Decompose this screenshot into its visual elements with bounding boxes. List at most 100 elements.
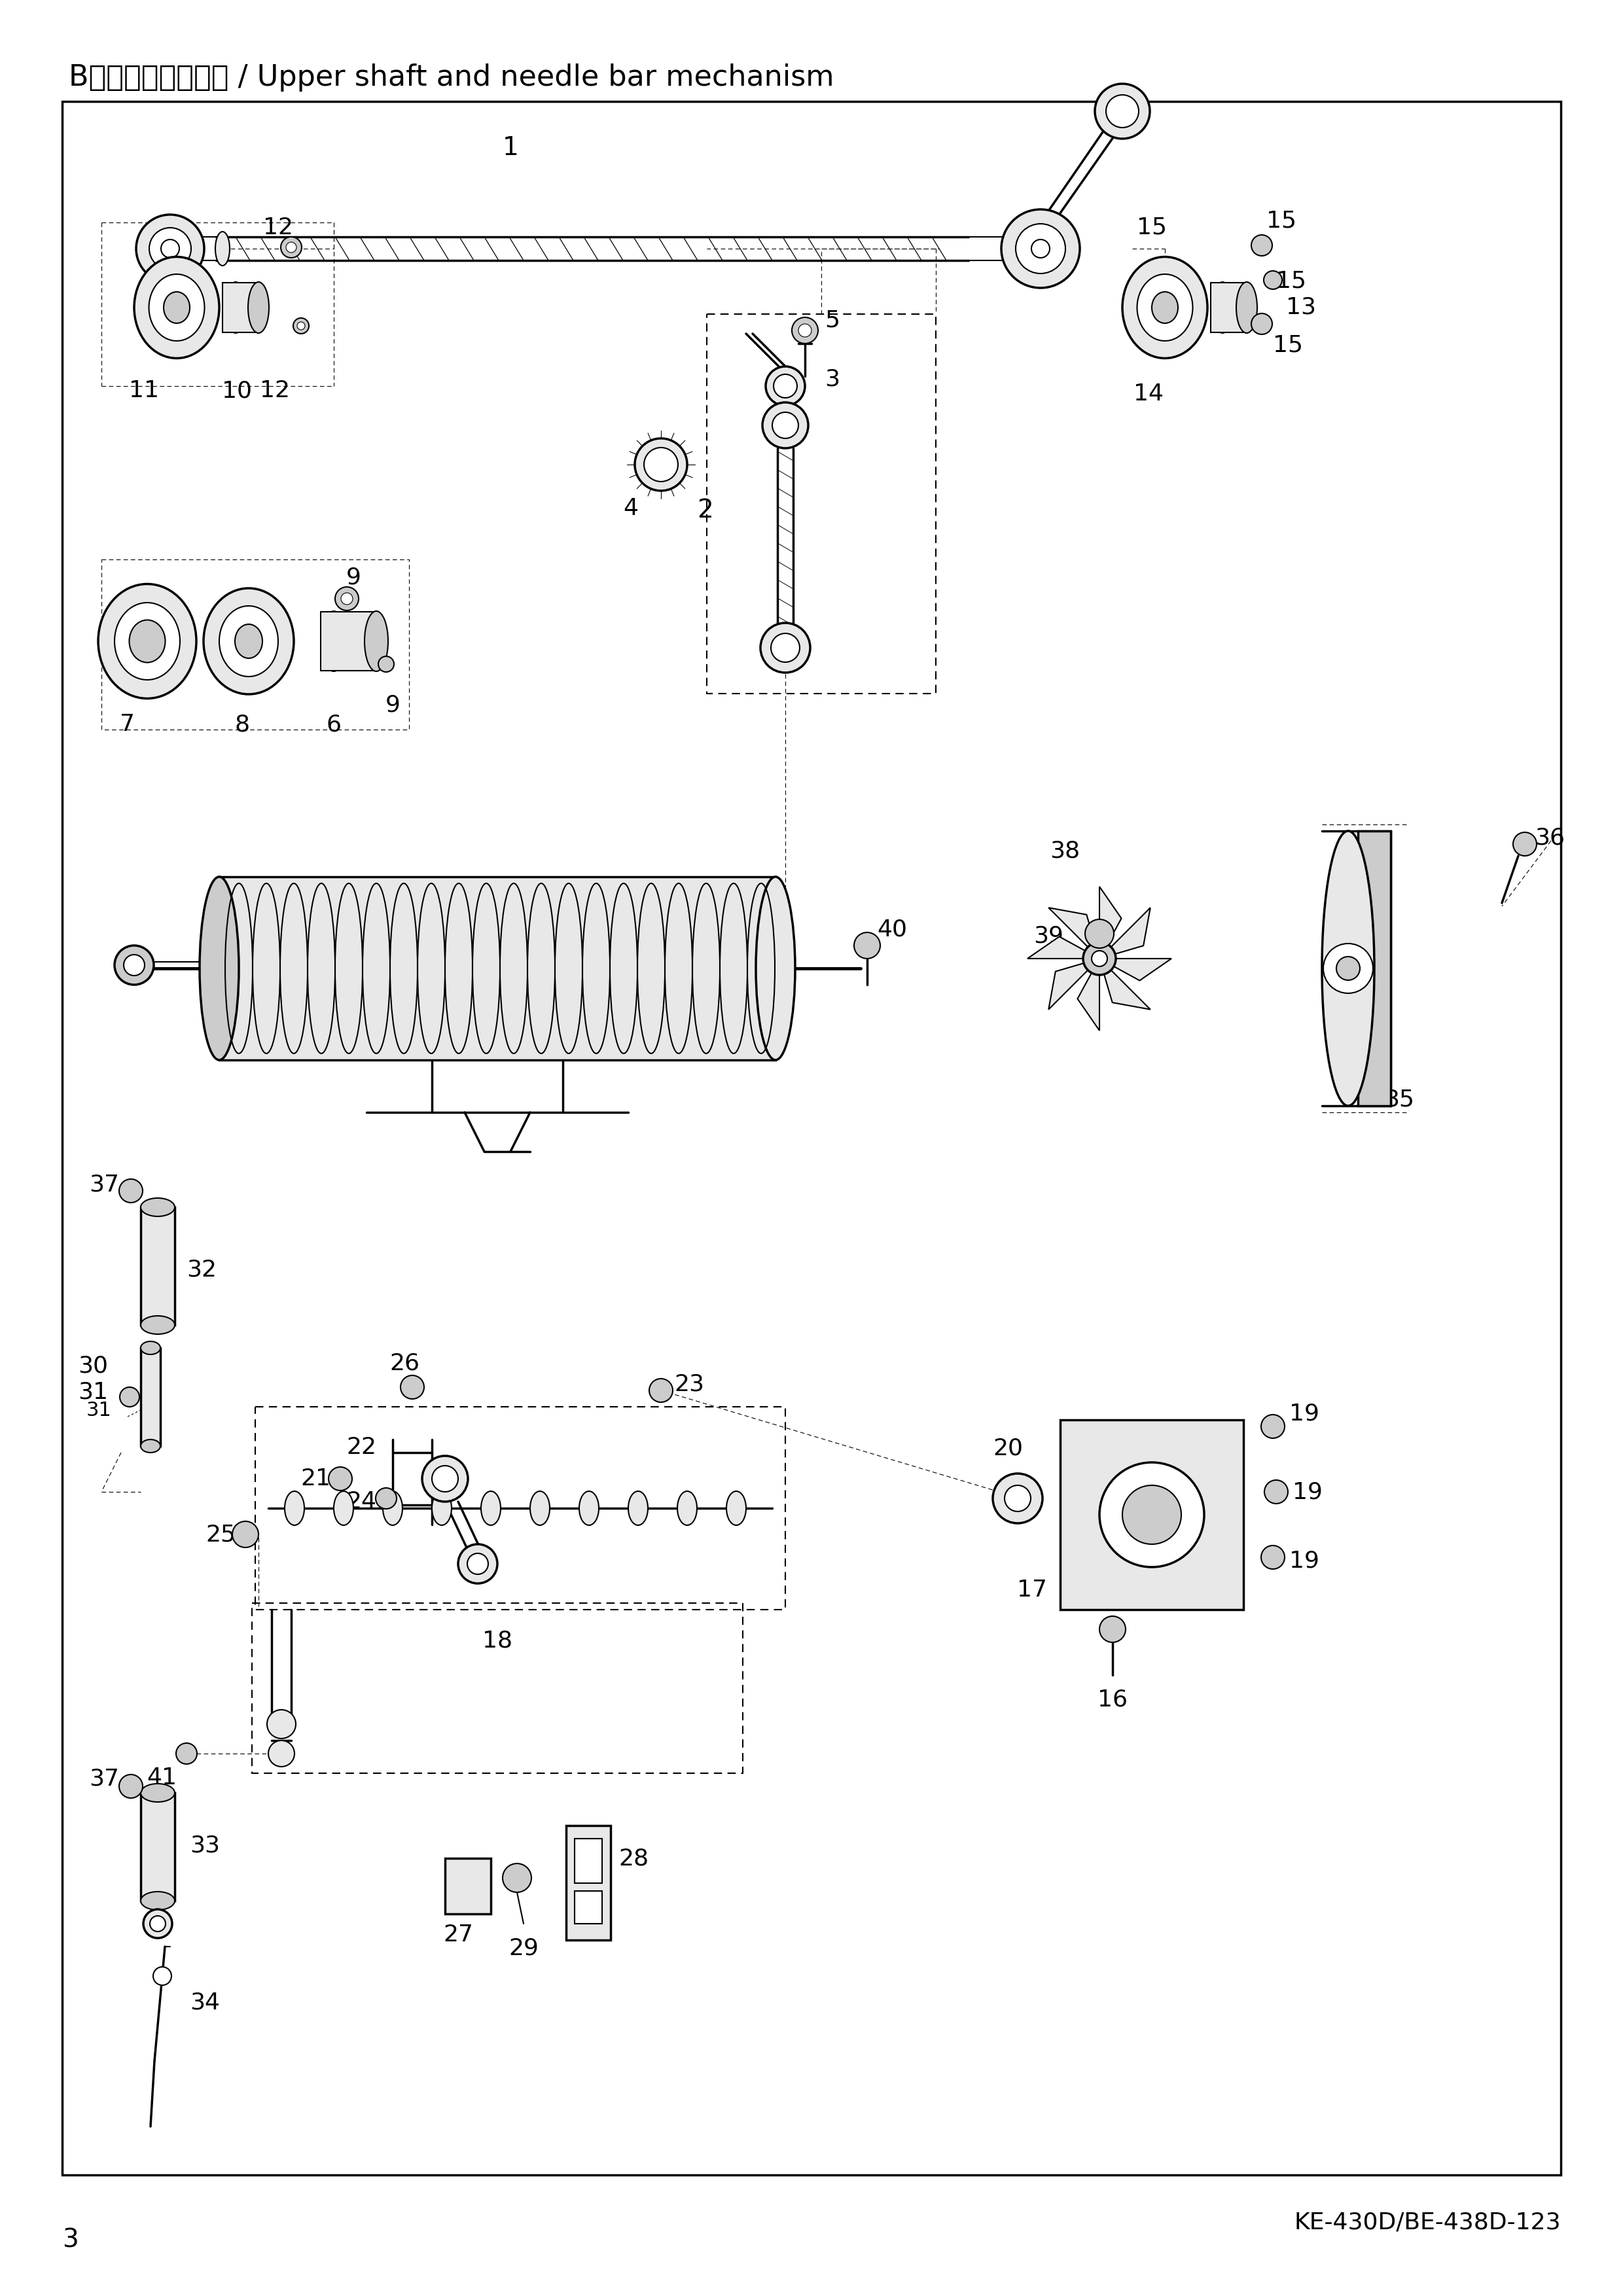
Text: 28: 28 [618, 1848, 649, 1869]
Text: 19: 19 [1289, 1403, 1319, 1424]
Polygon shape [1027, 937, 1099, 957]
Ellipse shape [1323, 831, 1375, 1107]
Text: 7: 7 [120, 714, 135, 735]
Text: 10: 10 [222, 379, 252, 402]
Ellipse shape [321, 611, 346, 670]
Circle shape [1251, 315, 1272, 335]
Text: 12: 12 [263, 216, 294, 239]
Text: 15: 15 [1272, 333, 1303, 356]
Circle shape [1016, 223, 1065, 273]
Circle shape [1096, 83, 1149, 138]
Text: 34: 34 [190, 1991, 219, 2014]
Text: 17: 17 [1018, 1580, 1047, 1600]
Bar [255, 1407, 786, 1609]
Circle shape [1001, 209, 1079, 287]
Circle shape [341, 592, 352, 604]
Text: 11: 11 [128, 379, 159, 402]
Bar [321, 611, 377, 670]
Text: 15: 15 [1276, 271, 1307, 292]
Ellipse shape [579, 1490, 599, 1525]
Text: 37: 37 [89, 1173, 118, 1196]
Circle shape [644, 448, 678, 482]
Circle shape [458, 1545, 497, 1584]
Ellipse shape [141, 1199, 175, 1217]
Bar [575, 1839, 602, 1883]
Circle shape [1264, 1481, 1289, 1504]
Ellipse shape [219, 606, 278, 677]
Circle shape [1005, 1486, 1031, 1511]
Text: 3: 3 [62, 2227, 78, 2252]
Circle shape [153, 1968, 172, 1986]
Circle shape [118, 1180, 143, 1203]
Ellipse shape [756, 877, 795, 1061]
Circle shape [771, 634, 800, 661]
Ellipse shape [334, 1490, 354, 1525]
Circle shape [232, 1522, 258, 1548]
Ellipse shape [115, 602, 180, 680]
Text: 15: 15 [1266, 209, 1297, 232]
Polygon shape [1078, 957, 1099, 1031]
Circle shape [993, 1474, 1042, 1522]
Text: 1: 1 [503, 135, 519, 161]
Text: 9: 9 [385, 693, 401, 716]
Text: 16: 16 [1097, 1688, 1128, 1711]
Ellipse shape [727, 1490, 747, 1525]
Circle shape [467, 1554, 489, 1575]
Text: 2: 2 [698, 498, 714, 523]
Circle shape [294, 319, 308, 333]
Text: 19: 19 [1292, 1481, 1323, 1504]
Circle shape [334, 588, 359, 611]
Bar [222, 282, 258, 333]
Circle shape [149, 1915, 166, 1931]
Circle shape [281, 236, 302, 257]
Circle shape [268, 1711, 295, 1738]
Circle shape [763, 402, 808, 448]
Text: 25: 25 [206, 1522, 235, 1545]
Ellipse shape [141, 1316, 175, 1334]
Ellipse shape [130, 620, 166, 664]
Text: 31: 31 [86, 1401, 112, 1419]
Ellipse shape [365, 611, 388, 670]
Polygon shape [1099, 907, 1151, 957]
Text: 40: 40 [876, 918, 907, 941]
Text: 6: 6 [326, 714, 341, 735]
Circle shape [1264, 271, 1282, 289]
Ellipse shape [1123, 257, 1208, 358]
Text: 3: 3 [824, 367, 839, 390]
Text: KE-430D/BE-438D-123: KE-430D/BE-438D-123 [1294, 2211, 1561, 2234]
Bar [252, 1603, 743, 1773]
Text: 37: 37 [89, 1768, 118, 1789]
Polygon shape [1099, 886, 1121, 957]
Bar [566, 1825, 610, 1940]
Polygon shape [1099, 957, 1151, 1010]
Circle shape [297, 321, 305, 331]
Circle shape [649, 1378, 674, 1403]
Ellipse shape [628, 1490, 648, 1525]
Bar [445, 1857, 490, 1915]
Bar [141, 1793, 175, 1901]
Ellipse shape [1138, 273, 1193, 340]
Polygon shape [1048, 957, 1099, 1010]
Circle shape [1323, 944, 1373, 994]
Ellipse shape [480, 1490, 500, 1525]
Ellipse shape [141, 1440, 161, 1453]
Bar [1358, 831, 1391, 1107]
Polygon shape [1048, 907, 1099, 957]
Circle shape [136, 214, 204, 282]
Ellipse shape [1152, 292, 1178, 324]
Circle shape [1105, 94, 1139, 129]
Ellipse shape [235, 625, 263, 659]
Circle shape [1086, 918, 1113, 948]
Ellipse shape [1212, 282, 1233, 333]
Circle shape [175, 1743, 196, 1763]
Circle shape [422, 1456, 467, 1502]
Circle shape [149, 227, 192, 269]
Text: 27: 27 [443, 1924, 474, 1947]
Circle shape [773, 413, 799, 439]
Bar [706, 315, 936, 693]
Ellipse shape [1237, 282, 1258, 333]
Text: 4: 4 [623, 498, 638, 519]
Text: 12: 12 [260, 379, 291, 402]
Circle shape [1251, 234, 1272, 255]
Circle shape [1336, 957, 1360, 980]
